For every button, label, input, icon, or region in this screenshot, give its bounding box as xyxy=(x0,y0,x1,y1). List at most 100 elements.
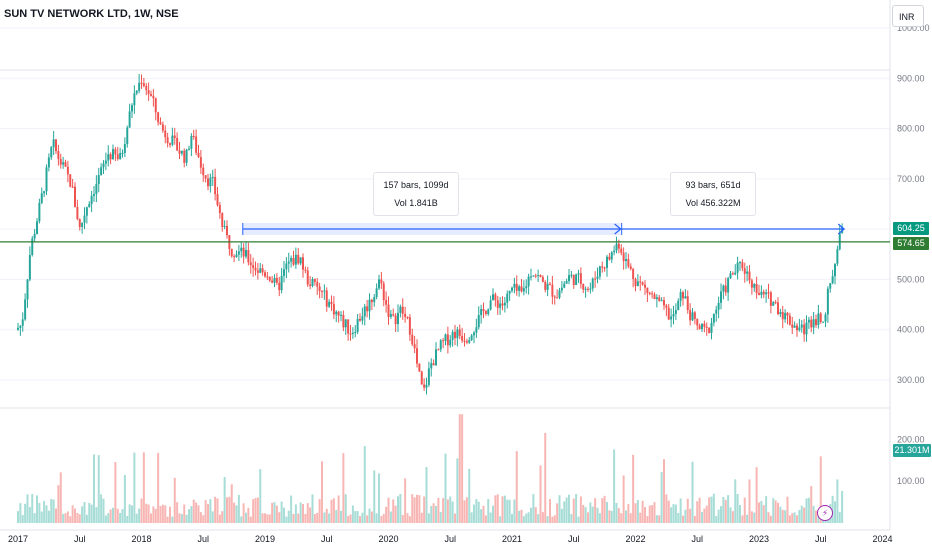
volume-bar xyxy=(665,494,668,523)
volume-bar xyxy=(161,504,164,523)
volume-bar xyxy=(482,505,485,523)
volume-bar xyxy=(304,513,307,523)
candle-body xyxy=(342,314,345,328)
volume-bar xyxy=(796,515,798,523)
candle-body xyxy=(294,254,297,265)
volume-bar xyxy=(646,516,649,523)
volume-bar xyxy=(302,503,304,523)
volume-bar xyxy=(273,502,276,523)
volume-bar xyxy=(109,509,112,523)
candle-body xyxy=(93,194,95,196)
volume-bar xyxy=(701,512,703,523)
candle-body xyxy=(762,291,765,295)
candle-body xyxy=(102,163,105,168)
volume-bar xyxy=(328,513,331,523)
candle-body xyxy=(527,276,530,287)
volume-bar xyxy=(76,512,79,523)
volume-bar xyxy=(166,516,169,523)
candle-body xyxy=(347,319,350,334)
volume-bar xyxy=(734,479,737,523)
candle-body xyxy=(373,296,376,303)
time-tick-label: 2019 xyxy=(255,534,275,544)
volume-bar xyxy=(793,512,796,523)
candle-body xyxy=(335,311,338,315)
volume-bar xyxy=(720,506,722,523)
candle-body xyxy=(617,243,620,249)
volume-bar xyxy=(549,499,551,523)
volume-bar xyxy=(781,509,784,523)
volume-bar xyxy=(684,509,687,523)
candle-body xyxy=(831,276,834,284)
volume-bar xyxy=(114,462,117,523)
volume-bar xyxy=(708,497,711,523)
candle-body xyxy=(406,317,409,319)
candle-body xyxy=(660,300,663,302)
volume-bar xyxy=(579,496,582,523)
volume-bar xyxy=(658,515,661,523)
volume-bar xyxy=(499,516,502,523)
volume-bar xyxy=(287,510,290,523)
volume-bar xyxy=(69,516,72,523)
volume-bar xyxy=(769,515,772,523)
time-axis[interactable]: 2017 Jul 2018 Jul 2019 Jul 2020 Jul 2021 Jul 2022 J… xyxy=(8,534,893,544)
candle-body xyxy=(90,195,93,204)
candle-body xyxy=(311,279,314,287)
candle-body xyxy=(784,312,787,320)
volume-bar xyxy=(494,495,497,523)
candle-body xyxy=(686,296,689,311)
volume-bar xyxy=(154,508,157,523)
candle-body xyxy=(598,266,601,277)
volume-bar xyxy=(330,499,333,523)
volume-bar xyxy=(64,513,67,523)
candle-body xyxy=(321,291,323,293)
volume-bar xyxy=(487,499,490,523)
candle-body xyxy=(361,316,364,321)
volume-bar xyxy=(97,455,100,523)
volume-bar xyxy=(496,494,499,523)
candle-body xyxy=(389,314,392,317)
volume-bar xyxy=(389,511,392,523)
candle-body xyxy=(534,275,537,277)
candle-body xyxy=(518,286,521,291)
volume-bar xyxy=(691,461,694,523)
candle-body xyxy=(157,112,160,123)
volume-bar xyxy=(608,510,611,523)
candle-body xyxy=(351,332,354,334)
candle-body xyxy=(608,256,611,260)
candle-body xyxy=(494,294,497,301)
candle-body xyxy=(786,312,789,316)
volume-bar xyxy=(755,467,758,523)
volume-bar xyxy=(394,505,397,523)
volume-bar xyxy=(19,503,22,523)
candle-body xyxy=(582,283,585,290)
candle-body xyxy=(337,311,340,316)
volume-bar xyxy=(518,510,521,523)
candle-body xyxy=(249,262,252,266)
currency-button[interactable]: INR xyxy=(892,5,924,27)
volume-bar xyxy=(629,513,632,523)
volume-bar xyxy=(425,467,428,523)
candle-body xyxy=(43,191,46,194)
volume-bar xyxy=(672,504,675,523)
volume-bar xyxy=(299,502,302,523)
candle-body xyxy=(223,225,226,227)
volume-bar xyxy=(21,514,24,523)
volume-bar xyxy=(85,514,88,523)
range-measure-1-volume: Vol 1.841B xyxy=(394,198,438,208)
candle-body xyxy=(727,278,730,293)
candle-body xyxy=(159,122,162,125)
volume-bar xyxy=(275,505,278,523)
candle-body xyxy=(52,139,55,148)
volume-bar xyxy=(603,495,606,523)
volume-bar xyxy=(78,514,81,523)
candle-body xyxy=(366,306,369,312)
candle-body xyxy=(264,272,266,277)
volume-bar xyxy=(834,501,836,523)
candle-body xyxy=(439,340,442,350)
volume-bar xyxy=(815,510,817,523)
volume-bar xyxy=(558,495,561,523)
candle-body xyxy=(71,186,74,188)
lightning-icon[interactable]: ⚡ xyxy=(817,505,833,521)
price-axis[interactable]: 1000.00900.00800.00700.00600.00500.00400… xyxy=(897,23,930,486)
